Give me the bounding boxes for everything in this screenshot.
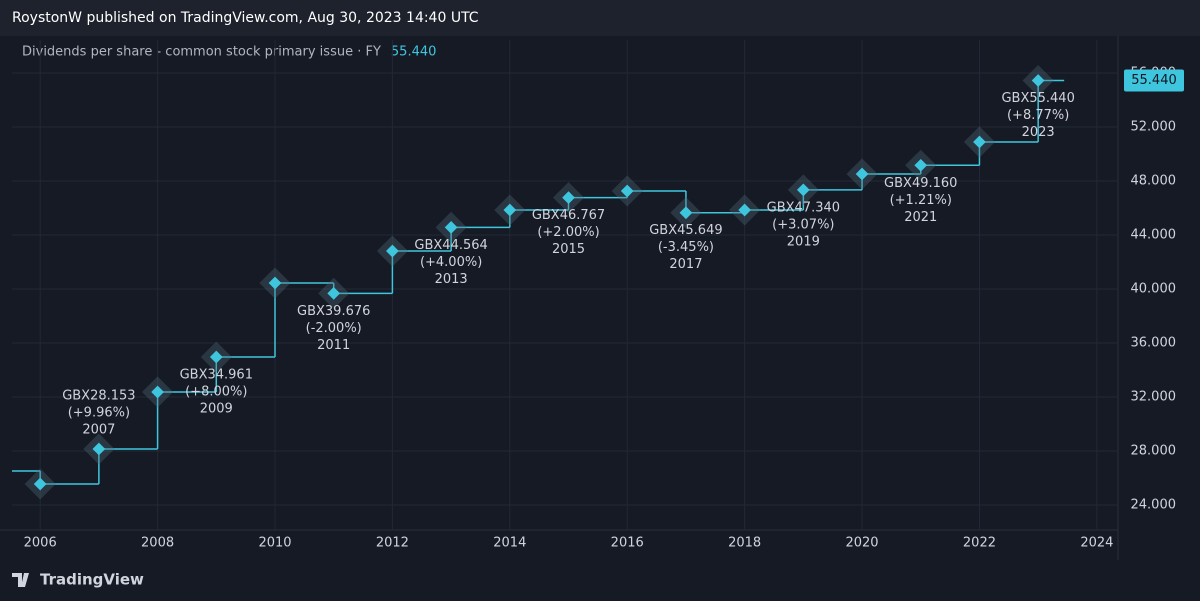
legend-value: 55.440 xyxy=(391,45,437,60)
year-label: 2019 xyxy=(787,234,820,249)
value-label: GBX49.160 xyxy=(884,176,957,191)
year-label: 2015 xyxy=(552,242,585,257)
change-label: (-3.45%) xyxy=(658,240,714,255)
x-tick-label: 2010 xyxy=(258,536,291,551)
year-label: 2017 xyxy=(669,257,702,272)
value-label: GBX44.564 xyxy=(414,238,487,253)
logo-icon xyxy=(12,573,29,587)
x-tick-label: 2022 xyxy=(963,536,996,551)
y-tick-label: 24.000 xyxy=(1131,498,1177,513)
change-label: (+4.00%) xyxy=(420,255,482,270)
marker xyxy=(386,244,399,258)
year-label: 2011 xyxy=(317,338,350,353)
value-label: GBX55.440 xyxy=(1001,91,1074,106)
y-tick-label: 32.000 xyxy=(1131,390,1177,405)
year-label: 2023 xyxy=(1022,125,1055,140)
y-tick-label: 36.000 xyxy=(1131,335,1177,350)
x-tick-label: 2008 xyxy=(141,536,174,551)
x-tick-label: 2014 xyxy=(493,536,526,551)
x-tick-label: 2024 xyxy=(1080,536,1113,551)
marker xyxy=(209,350,223,364)
last-value-badge xyxy=(1124,69,1184,92)
last-value-label: 55.440 xyxy=(1131,73,1177,88)
year-label: 2021 xyxy=(904,210,937,225)
value-label: GBX47.340 xyxy=(767,200,840,215)
x-tick-label: 2012 xyxy=(376,536,409,551)
change-label: (+8.77%) xyxy=(1007,108,1069,123)
header-bar xyxy=(0,0,1200,36)
marker xyxy=(503,203,517,217)
x-tick-label: 2016 xyxy=(611,536,644,551)
value-label: GBX34.961 xyxy=(180,368,253,383)
header: RoystonW published on TradingView.com, A… xyxy=(12,10,479,26)
change-label: (+2.00%) xyxy=(537,225,599,240)
change-label: (+1.21%) xyxy=(890,193,952,208)
marker xyxy=(33,477,47,491)
change-label: (+9.96%) xyxy=(68,405,130,420)
value-label: GBX45.649 xyxy=(649,223,722,238)
y-tick-label: 52.000 xyxy=(1131,119,1177,134)
marker xyxy=(92,442,106,456)
value-label: GBX39.676 xyxy=(297,304,370,319)
year-label: 2013 xyxy=(435,272,468,287)
marker xyxy=(268,276,282,290)
y-tick-label: 44.000 xyxy=(1131,227,1177,242)
y-tick-label: 28.000 xyxy=(1131,444,1177,459)
x-tick-label: 2018 xyxy=(728,536,761,551)
x-tick-label: 2020 xyxy=(845,536,878,551)
marker xyxy=(444,220,458,234)
value-label: GBX46.767 xyxy=(532,208,605,223)
change-label: (+8.00%) xyxy=(185,385,247,400)
footer-logo: TradingView xyxy=(40,571,144,589)
y-tick-label: 40.000 xyxy=(1131,281,1177,296)
legend-title: Dividends per share - common stock prima… xyxy=(22,45,381,60)
year-label: 2007 xyxy=(82,422,115,437)
year-label: 2009 xyxy=(200,402,233,417)
y-tick-label: 48.000 xyxy=(1131,173,1177,188)
x-tick-label: 2006 xyxy=(24,536,57,551)
marker xyxy=(151,385,164,399)
value-label: GBX28.153 xyxy=(62,388,135,403)
change-label: (-2.00%) xyxy=(306,321,362,336)
change-label: (+3.07%) xyxy=(772,217,834,232)
plot-area xyxy=(12,40,1118,530)
marker xyxy=(327,286,341,300)
